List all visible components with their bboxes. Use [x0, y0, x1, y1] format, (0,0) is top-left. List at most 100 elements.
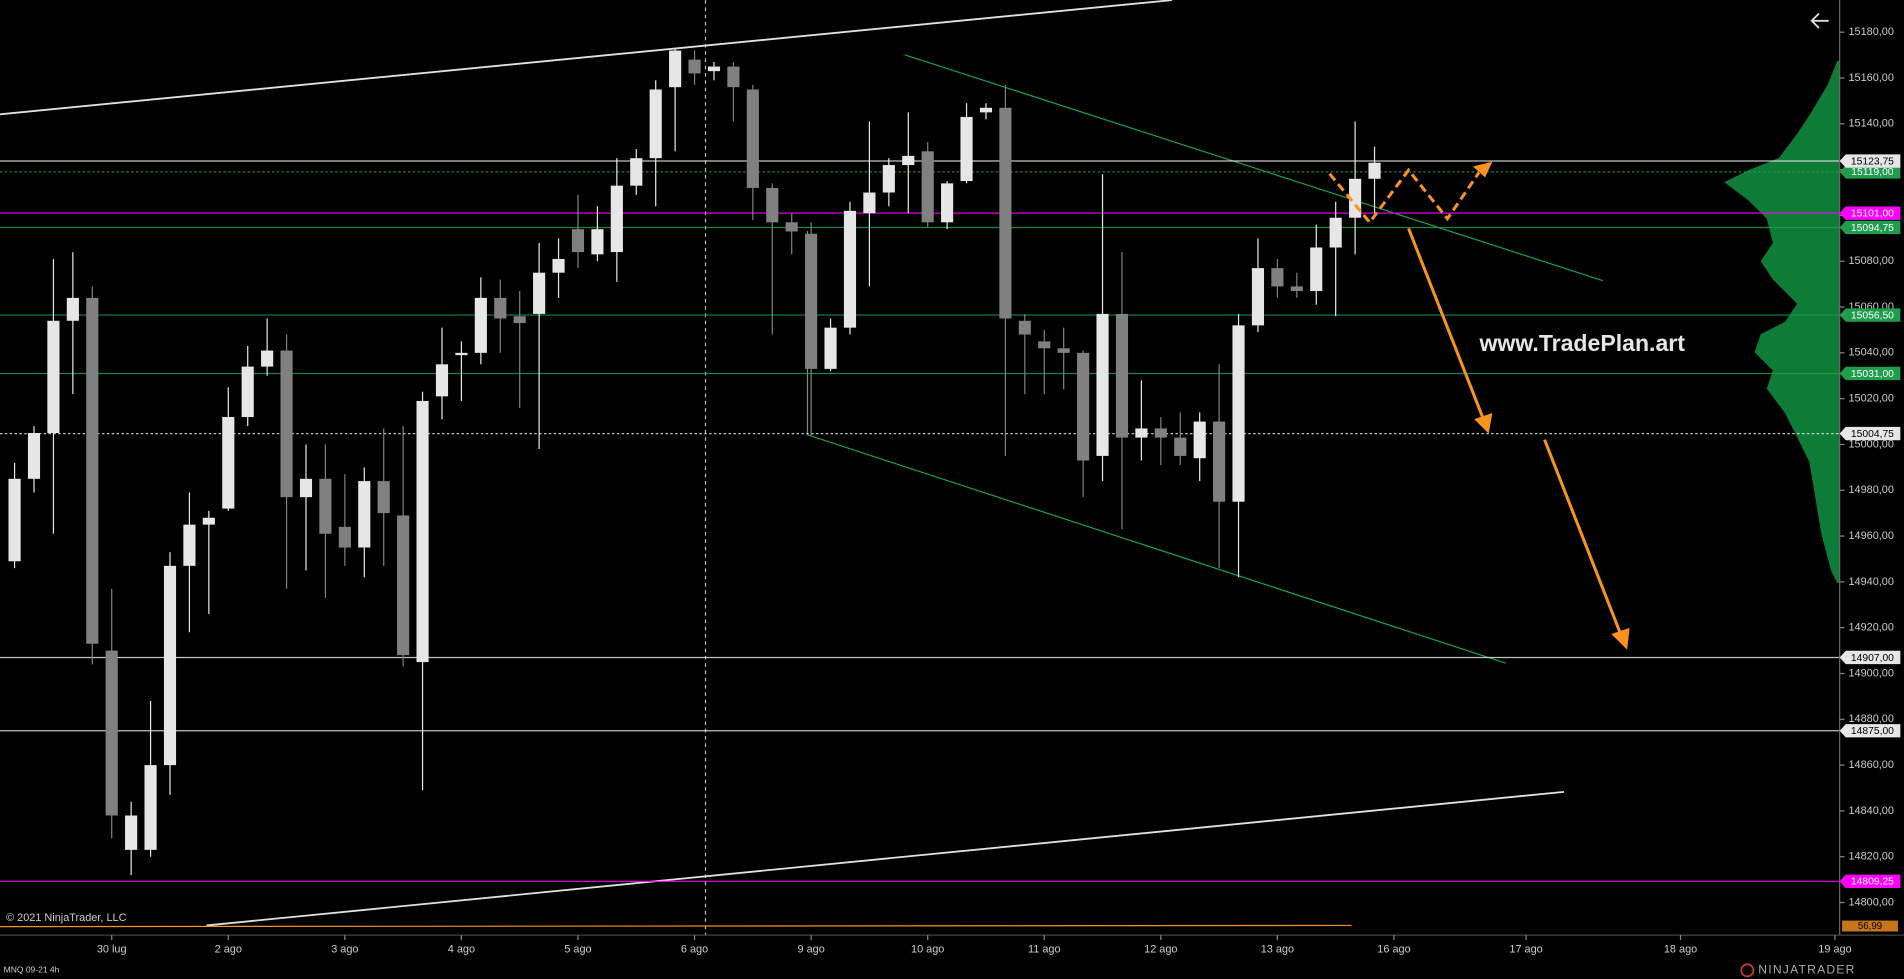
candle-body [1077, 352, 1090, 461]
candle-body [1193, 421, 1206, 459]
y-tick-label: 15140,00 [1848, 118, 1894, 130]
y-tick-label: 14880,00 [1848, 713, 1894, 725]
level-flag [1839, 724, 1901, 738]
scenario-arrows [1328, 161, 1630, 650]
x-tick-label: 3 ago [331, 944, 358, 956]
x-tick-label: 18 ago [1664, 944, 1697, 956]
y-tick-label: 15040,00 [1848, 347, 1894, 359]
candle-body [649, 89, 662, 159]
candle-body [727, 66, 740, 88]
candle-body [921, 151, 934, 223]
candle-body [1018, 320, 1031, 335]
y-tick-label: 14820,00 [1848, 851, 1894, 863]
level-label: 15119,00 [1851, 167, 1894, 178]
x-tick-label: 2 ago [215, 944, 242, 956]
candle-body [338, 526, 351, 548]
candle-body [494, 297, 507, 319]
candle-body [1174, 437, 1187, 456]
dashed-path [1328, 167, 1481, 225]
candle-body [746, 89, 759, 188]
candle-body [960, 116, 973, 182]
y-tick-label: 15160,00 [1848, 72, 1894, 84]
candle-body [1135, 428, 1148, 438]
candle-body [824, 327, 837, 369]
candle-body [397, 515, 410, 656]
x-tick-label: 11 ago [1028, 944, 1061, 956]
candle-body [241, 366, 254, 417]
level-flag [1839, 426, 1901, 441]
arrow-head [1474, 413, 1493, 434]
candle-body [1310, 247, 1323, 292]
candle-body [785, 222, 798, 232]
y-tick-label: 14860,00 [1848, 759, 1894, 771]
candle-body [1232, 325, 1245, 502]
brand-icon [1740, 963, 1755, 978]
y-tick-label: 15000,00 [1848, 438, 1894, 450]
candle-body [999, 107, 1012, 319]
y-tick-label: 15020,00 [1848, 393, 1894, 405]
level-label: 15123,75 [1851, 156, 1894, 167]
back-arrow-head[interactable] [1810, 12, 1820, 29]
candle-body [941, 183, 954, 223]
channel-bottom [206, 790, 1565, 927]
candle-body [202, 517, 215, 525]
candle-body [358, 481, 371, 548]
y-tick-label: 14940,00 [1848, 576, 1894, 588]
candle-body [533, 272, 546, 314]
y-tick-label: 14920,00 [1848, 622, 1894, 634]
candle-body [1368, 162, 1381, 179]
level-label: 15004,75 [1851, 429, 1894, 440]
candle-body [1271, 268, 1284, 287]
candle-body [688, 59, 701, 74]
x-tick-label: 19 ago [1818, 944, 1851, 956]
candle-body [979, 107, 993, 113]
level-flag [1839, 206, 1901, 220]
x-tick-label: 6 ago [681, 944, 708, 956]
candle-body [1115, 313, 1129, 438]
level-flag [1839, 366, 1901, 381]
candle-body [863, 192, 876, 214]
candle-body [571, 229, 585, 253]
candle-body [1154, 428, 1167, 438]
profile-shape [1724, 60, 1840, 584]
level-flag [1839, 165, 1901, 179]
watermark: www.TradePlan.art [1478, 330, 1685, 356]
candle-body [1057, 348, 1070, 353]
candle-body [1329, 217, 1342, 248]
candle-body [882, 165, 895, 193]
candle-body [435, 364, 449, 397]
channel-top [0, 0, 1172, 116]
candle-body [902, 155, 915, 166]
price-axis: 14800,00 14820,00 14840,00 14860,00 14880,00… [1839, 26, 1894, 908]
back-button[interactable] [1810, 12, 1829, 29]
candle-body [610, 185, 623, 253]
candle-body [86, 297, 99, 644]
trend-line [904, 54, 1604, 282]
candle-body [377, 481, 390, 514]
y-tick-label: 14960,00 [1848, 530, 1894, 542]
level-label: 15101,00 [1851, 208, 1894, 219]
level-flag [1839, 308, 1901, 322]
candle-body [1251, 268, 1265, 326]
y-tick-label: 14980,00 [1848, 484, 1894, 496]
candle-body [630, 158, 643, 186]
candle-body [163, 565, 177, 766]
candle-body [66, 297, 79, 321]
candle-body [474, 297, 487, 353]
candle-body [47, 320, 60, 434]
level-label: 15056,50 [1851, 310, 1894, 321]
x-tick-label: 16 ago [1377, 944, 1410, 956]
levels [0, 160, 1840, 882]
level-label: 15094,75 [1851, 223, 1894, 234]
candle-body [513, 316, 526, 324]
candle-body [591, 229, 604, 255]
x-tick-label: 30 lug [97, 944, 127, 956]
indicator-flag [1842, 920, 1898, 932]
candle-body [125, 815, 138, 850]
instrument-label: MNQ 09-21 4h [4, 965, 60, 975]
copyright: © 2021 NinjaTrader, LLC [6, 912, 127, 924]
arrow [1543, 439, 1623, 636]
candle-body [455, 352, 468, 356]
